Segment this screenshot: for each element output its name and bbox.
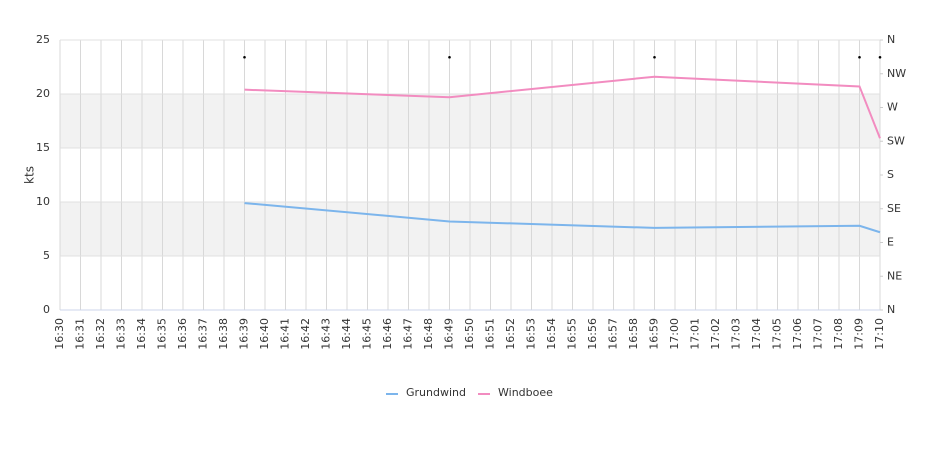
x-tick-label: 17:09 [853,318,866,350]
x-tick-label: 16:48 [422,318,435,350]
x-tick-label: 17:06 [791,318,804,350]
y2-tick-label: SE [887,202,901,215]
x-tick-label: 16:57 [607,318,620,350]
x-tick-label: 16:33 [115,318,128,350]
x-tick-label: 17:01 [689,318,702,350]
x-tick-label: 17:04 [750,318,763,350]
x-tick-label: 16:43 [320,318,333,350]
x-tick-label: 17:07 [812,318,825,350]
x-tick-label: 16:58 [627,318,640,350]
x-tick-label: 16:30 [53,318,66,350]
x-tick-label: 17:03 [730,318,743,350]
y2-tick-label: N [887,303,895,316]
y-tick-label: 5 [43,249,50,262]
x-tick-label: 16:45 [361,318,374,350]
x-tick-label: 16:32 [94,318,107,350]
y2-tick-label: S [887,168,894,181]
x-tick-label: 16:56 [586,318,599,350]
legend-label[interactable]: Windboee [498,386,553,399]
x-tick-label: 16:44 [340,318,353,350]
y2-tick-label: SW [887,134,905,147]
x-tick-label: 16:31 [74,318,87,350]
y-axis-label: kts [23,166,37,184]
x-tick-label: 16:59 [648,318,661,350]
y2-tick-label: NE [887,269,902,282]
x-tick-label: 16:37 [197,318,210,350]
x-tick-label: 16:54 [545,318,558,350]
y-tick-label: 20 [36,87,50,100]
y-tick-label: 0 [43,303,50,316]
x-tick-label: 16:47 [402,318,415,350]
x-tick-label: 17:05 [771,318,784,350]
x-tick-label: 17:00 [668,318,681,350]
x-tick-label: 16:49 [443,318,456,350]
x-tick-label: 16:41 [279,318,292,350]
y2-tick-label: NW [887,67,906,80]
x-tick-label: 16:46 [381,318,394,350]
y2-tick-label: E [887,236,894,249]
y-tick-label: 15 [36,141,50,154]
legend-label[interactable]: Grundwind [406,386,466,399]
direction-marker [858,55,861,59]
direction-marker [448,55,451,59]
direction-marker [878,55,882,59]
direction-marker [243,55,246,59]
x-tick-label: 17:08 [832,318,845,350]
x-tick-label: 17:10 [873,318,886,350]
x-tick-label: 16:55 [566,318,579,350]
series-line [244,75,881,139]
x-tick-label: 16:51 [484,318,497,350]
y2-tick-label: N [887,33,895,46]
x-tick-label: 16:39 [238,318,251,350]
y2-tick-label: W [887,101,898,114]
x-tick-label: 16:35 [156,318,169,350]
x-tick-label: 17:02 [709,318,722,350]
direction-marker [653,55,656,59]
x-tick-label: 16:36 [176,318,189,350]
y-tick-label: 25 [36,33,50,46]
x-tick-label: 16:34 [135,318,148,350]
x-tick-label: 16:42 [299,318,312,350]
y-tick-label: 10 [36,195,50,208]
x-tick-label: 16:50 [463,318,476,350]
series-line [244,202,881,234]
x-tick-label: 16:38 [217,318,230,350]
x-tick-label: 16:52 [504,318,517,350]
x-tick-label: 16:40 [258,318,271,350]
x-tick-label: 16:53 [525,318,538,350]
